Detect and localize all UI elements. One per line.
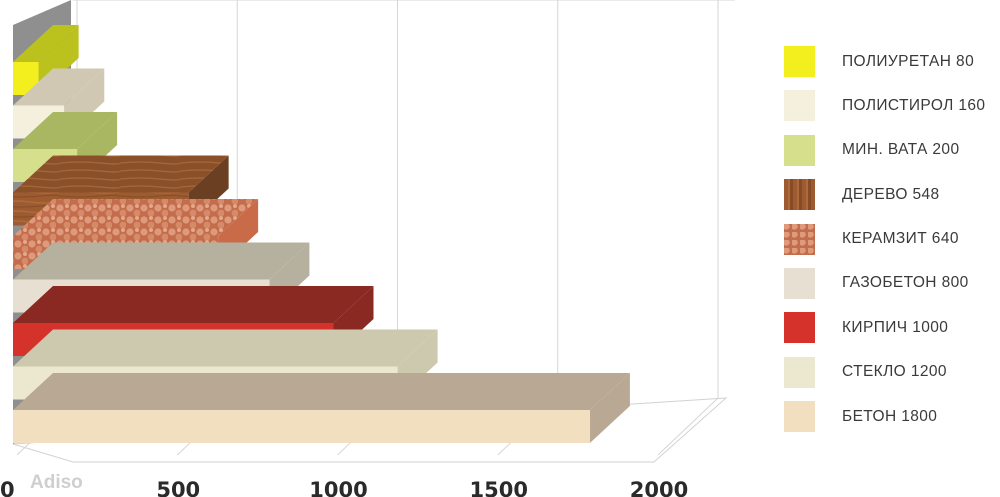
bar-front (13, 410, 590, 443)
bar-top (13, 199, 259, 236)
x-tick-label: 1500 (470, 478, 528, 497)
bar-top (13, 329, 438, 367)
grid-line (657, 397, 719, 456)
legend-label: КЕРАМЗИТ 640 (842, 230, 959, 248)
legend-item: МИН. ВАТА 200 (784, 134, 994, 166)
bar-top (13, 373, 630, 410)
bar-top (13, 68, 105, 106)
legend-swatch (784, 312, 815, 344)
legend-swatch (784, 267, 815, 299)
legend-swatch (784, 223, 815, 255)
legend-label: КИРПИЧ 1000 (842, 318, 949, 336)
bar-top (13, 155, 229, 193)
legend-label: ПОЛИУРЕТАН 80 (842, 52, 975, 70)
legend-swatch (784, 179, 815, 211)
legend-label: ДЕРЕВО 548 (842, 185, 940, 203)
x-tick-label: 1000 (309, 478, 367, 497)
legend-swatch (784, 90, 815, 122)
x-axis-ticks: 0 500 1000 1500 2000 (0, 478, 688, 497)
x-tick-label: 2000 (630, 478, 688, 497)
watermark: Adiso (30, 472, 83, 493)
legend-label: МИН. ВАТА 200 (842, 141, 960, 159)
bar-top (13, 25, 79, 62)
bars (13, 25, 630, 443)
legend-item: ПОЛИСТИРОЛ 160 (784, 90, 994, 122)
legend-item: КЕРАМЗИТ 640 (784, 223, 994, 255)
legend-item: ПОЛИУРЕТАН 80 (784, 46, 994, 77)
legend-swatch (784, 46, 815, 77)
legend-swatch (784, 401, 815, 433)
bar-top (13, 286, 374, 323)
bar-top (13, 242, 310, 280)
legend-item: ДЕРЕВО 548 (784, 179, 994, 211)
bar-1 (13, 373, 630, 443)
legend: ПОЛИУРЕТАН 80 ПОЛИСТИРОЛ 160 МИН. ВАТА 200… (784, 46, 994, 446)
legend-label: ПОЛИСТИРОЛ 160 (842, 96, 986, 114)
legend-item: СТЕКЛО 1200 (784, 356, 994, 388)
legend-swatch (784, 356, 815, 388)
legend-item: КИРПИЧ 1000 (784, 312, 994, 344)
x-tick-label: 500 (156, 478, 200, 497)
legend-label: СТЕКЛО 1200 (842, 363, 947, 381)
legend-label: БЕТОН 1800 (842, 407, 938, 425)
bar-side (589, 373, 630, 443)
legend-swatch (784, 134, 815, 166)
legend-item: ГАЗОБЕТОН 800 (784, 267, 994, 299)
legend-label: ГАЗОБЕТОН 800 (842, 274, 969, 292)
legend-item: БЕТОН 1800 (784, 401, 994, 433)
x-tick-label: 0 (0, 478, 15, 497)
bar-top (13, 112, 118, 149)
